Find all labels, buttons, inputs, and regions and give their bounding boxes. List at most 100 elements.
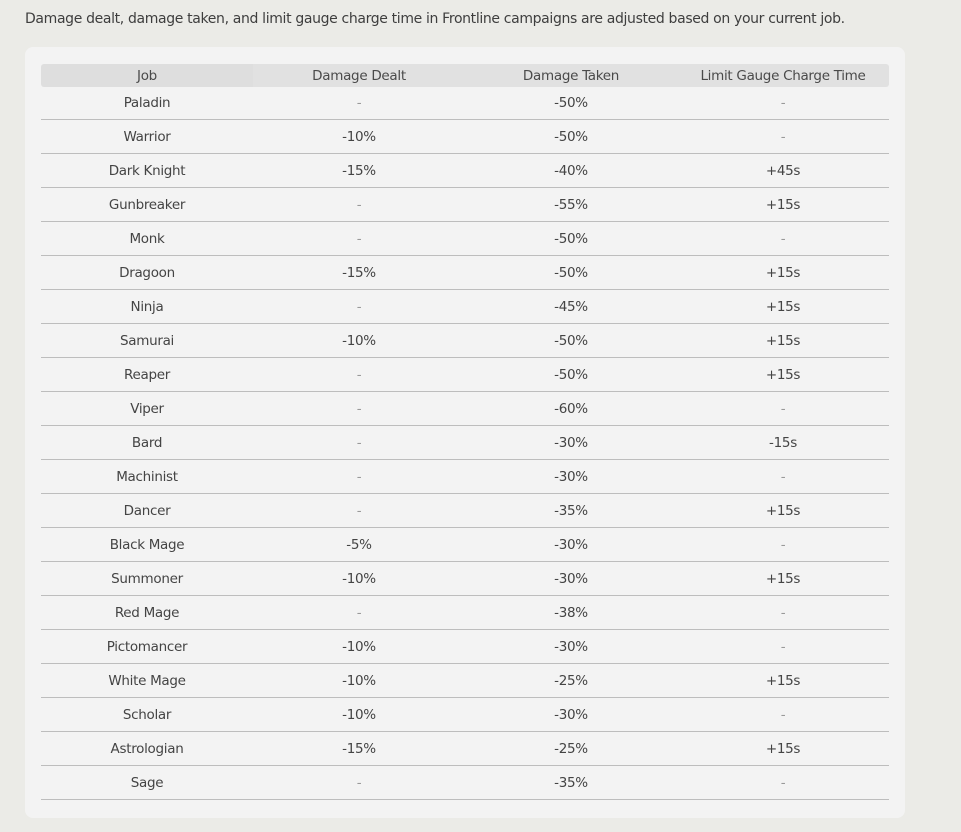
damage-taken-cell: -55% bbox=[465, 187, 677, 222]
limit-gauge-charge-time-cell: +15s bbox=[677, 323, 889, 358]
table-row: Sage - -35% - bbox=[41, 765, 889, 800]
damage-taken-cell: -35% bbox=[465, 765, 677, 800]
damage-dealt-cell: - bbox=[253, 459, 465, 494]
limit-gauge-charge-time-cell: +15s bbox=[677, 357, 889, 392]
job-cell: Scholar bbox=[41, 697, 253, 732]
table-row: Bard - -30% -15s bbox=[41, 425, 889, 460]
damage-taken-cell: -50% bbox=[465, 221, 677, 256]
column-header-job: Job bbox=[41, 64, 253, 87]
limit-gauge-charge-time-cell: - bbox=[677, 595, 889, 630]
limit-gauge-charge-time-cell: +45s bbox=[677, 153, 889, 188]
damage-taken-cell: -30% bbox=[465, 561, 677, 596]
job-cell: White Mage bbox=[41, 663, 253, 698]
job-cell: Bard bbox=[41, 425, 253, 460]
damage-dealt-cell: -10% bbox=[253, 119, 465, 154]
limit-gauge-charge-time-cell: - bbox=[677, 391, 889, 426]
damage-dealt-cell: - bbox=[253, 765, 465, 800]
damage-taken-cell: -30% bbox=[465, 629, 677, 664]
job-cell: Sage bbox=[41, 765, 253, 800]
damage-dealt-cell: - bbox=[253, 289, 465, 324]
limit-gauge-charge-time-cell: - bbox=[677, 221, 889, 256]
table-row: Astrologian -15% -25% +15s bbox=[41, 731, 889, 766]
table-row: Gunbreaker - -55% +15s bbox=[41, 187, 889, 222]
limit-gauge-charge-time-cell: - bbox=[677, 459, 889, 494]
job-cell: Warrior bbox=[41, 119, 253, 154]
damage-taken-cell: -38% bbox=[465, 595, 677, 630]
damage-taken-cell: -40% bbox=[465, 153, 677, 188]
limit-gauge-charge-time-cell: +15s bbox=[677, 731, 889, 766]
table-row: Monk - -50% - bbox=[41, 221, 889, 256]
job-cell: Summoner bbox=[41, 561, 253, 596]
limit-gauge-charge-time-cell: +15s bbox=[677, 493, 889, 528]
table-row: Paladin - -50% - bbox=[41, 87, 889, 120]
damage-dealt-cell: - bbox=[253, 357, 465, 392]
limit-gauge-charge-time-cell: - bbox=[677, 527, 889, 562]
table-row: Viper - -60% - bbox=[41, 391, 889, 426]
damage-taken-cell: -60% bbox=[465, 391, 677, 426]
table-row: Machinist - -30% - bbox=[41, 459, 889, 494]
damage-taken-cell: -50% bbox=[465, 357, 677, 392]
damage-taken-cell: -30% bbox=[465, 527, 677, 562]
damage-dealt-cell: -15% bbox=[253, 731, 465, 766]
damage-dealt-cell: -10% bbox=[253, 697, 465, 732]
damage-taken-cell: -30% bbox=[465, 459, 677, 494]
job-adjustments-card: Job Damage Dealt Damage Taken Limit Gauge C… bbox=[25, 47, 905, 818]
job-cell: Ninja bbox=[41, 289, 253, 324]
table-row: Dancer - -35% +15s bbox=[41, 493, 889, 528]
damage-taken-cell: -50% bbox=[465, 119, 677, 154]
table-row: Pictomancer -10% -30% - bbox=[41, 629, 889, 664]
column-header-damage-dealt: Damage Dealt bbox=[253, 64, 465, 87]
job-cell: Black Mage bbox=[41, 527, 253, 562]
job-cell: Paladin bbox=[41, 87, 253, 120]
limit-gauge-charge-time-cell: +15s bbox=[677, 561, 889, 596]
damage-taken-cell: -25% bbox=[465, 663, 677, 698]
damage-dealt-cell: -15% bbox=[253, 255, 465, 290]
damage-dealt-cell: - bbox=[253, 391, 465, 426]
damage-dealt-cell: - bbox=[253, 493, 465, 528]
damage-taken-cell: -25% bbox=[465, 731, 677, 766]
job-cell: Samurai bbox=[41, 323, 253, 358]
damage-dealt-cell: - bbox=[253, 221, 465, 256]
job-cell: Reaper bbox=[41, 357, 253, 392]
damage-dealt-cell: - bbox=[253, 595, 465, 630]
damage-taken-cell: -50% bbox=[465, 87, 677, 120]
job-cell: Dark Knight bbox=[41, 153, 253, 188]
job-cell: Monk bbox=[41, 221, 253, 256]
limit-gauge-charge-time-cell: - bbox=[677, 119, 889, 154]
job-adjustments-table: Job Damage Dealt Damage Taken Limit Gauge C… bbox=[41, 64, 889, 800]
table-row: Black Mage -5% -30% - bbox=[41, 527, 889, 562]
table-row: Warrior -10% -50% - bbox=[41, 119, 889, 154]
job-cell: Astrologian bbox=[41, 731, 253, 766]
limit-gauge-charge-time-cell: - bbox=[677, 87, 889, 120]
damage-dealt-cell: -5% bbox=[253, 527, 465, 562]
limit-gauge-charge-time-cell: +15s bbox=[677, 663, 889, 698]
table-header-row: Job Damage Dealt Damage Taken Limit Gauge C… bbox=[41, 64, 889, 87]
column-header-limit-gauge-charge-time: Limit Gauge Charge Time bbox=[677, 64, 889, 87]
intro-text: Damage dealt, damage taken, and limit ga… bbox=[25, 11, 845, 27]
limit-gauge-charge-time-cell: +15s bbox=[677, 187, 889, 222]
limit-gauge-charge-time-cell: - bbox=[677, 697, 889, 732]
column-header-damage-taken: Damage Taken bbox=[465, 64, 677, 87]
job-cell: Red Mage bbox=[41, 595, 253, 630]
limit-gauge-charge-time-cell: +15s bbox=[677, 255, 889, 290]
table-row: Dark Knight -15% -40% +45s bbox=[41, 153, 889, 188]
table-row: Summoner -10% -30% +15s bbox=[41, 561, 889, 596]
limit-gauge-charge-time-cell: +15s bbox=[677, 289, 889, 324]
job-cell: Dancer bbox=[41, 493, 253, 528]
damage-dealt-cell: -10% bbox=[253, 629, 465, 664]
damage-dealt-cell: - bbox=[253, 187, 465, 222]
table-row: Dragoon -15% -50% +15s bbox=[41, 255, 889, 290]
damage-taken-cell: -30% bbox=[465, 425, 677, 460]
limit-gauge-charge-time-cell: -15s bbox=[677, 425, 889, 460]
damage-taken-cell: -30% bbox=[465, 697, 677, 732]
table-row: White Mage -10% -25% +15s bbox=[41, 663, 889, 698]
damage-taken-cell: -45% bbox=[465, 289, 677, 324]
job-cell: Pictomancer bbox=[41, 629, 253, 664]
damage-taken-cell: -50% bbox=[465, 323, 677, 358]
table-row: Scholar -10% -30% - bbox=[41, 697, 889, 732]
damage-dealt-cell: -10% bbox=[253, 561, 465, 596]
damage-dealt-cell: -10% bbox=[253, 663, 465, 698]
damage-dealt-cell: - bbox=[253, 87, 465, 120]
job-cell: Dragoon bbox=[41, 255, 253, 290]
damage-dealt-cell: -10% bbox=[253, 323, 465, 358]
